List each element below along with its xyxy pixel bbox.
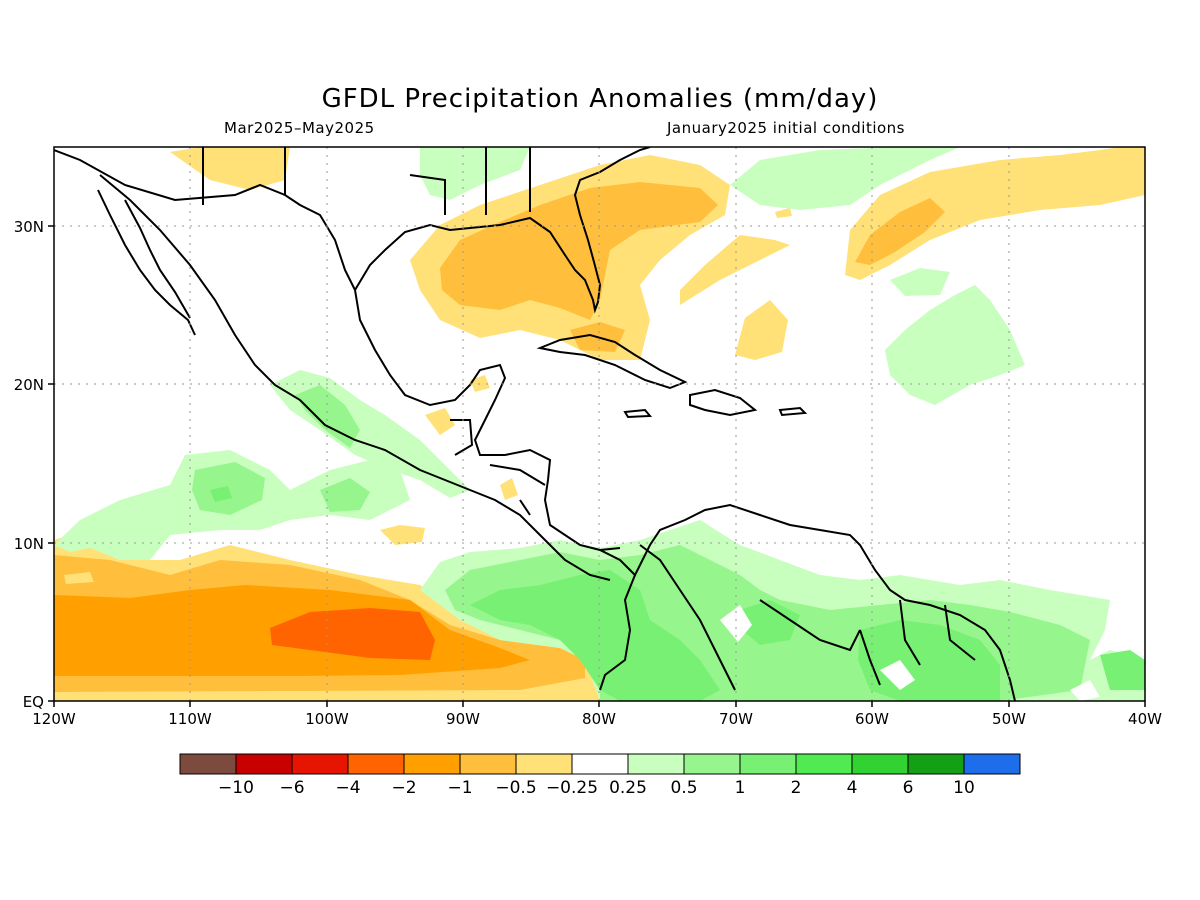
us-gulf-coast [354,147,651,314]
x-tick-label: 40W [1128,710,1162,728]
colorbar-label: −4 [335,778,360,798]
coastlines [54,147,1016,701]
colorbar-swatch [907,753,965,775]
dry-weak-honduras [500,478,518,500]
wet-mid-eastpac-1 [210,486,232,502]
colorbar-swatch [403,753,461,775]
x-tick-label: 110W [168,710,212,728]
colorbar-swatch [291,753,349,775]
colorbar-label: −2 [391,778,416,798]
colorbar-label: −1 [447,778,472,798]
dry-weak-atlantic-patch [735,300,788,360]
wet-light-eastpac-2 [320,478,370,512]
wet-mid-atlantic-east [1100,650,1145,690]
dry-weak-atlantic [845,147,1145,280]
colorbar [179,753,1021,775]
dry-light-atlantic [855,198,945,265]
wet-mid-colombia [470,570,720,701]
forecast-period: Mar2025–May2025 [224,119,375,137]
colorbar-swatch [347,753,405,775]
jamaica [623,408,653,419]
anomaly-field [54,147,1145,701]
x-tick-label: 60W [855,710,889,728]
x-tick-labels: 120W 110W 100W 90W 80W 70W 60W 50W 40W [32,710,1162,728]
wet-weak-atlantic-small [890,268,950,296]
dry-light-gulf [440,182,718,320]
colorbar-label: −6 [279,778,304,798]
y-tick-label: EQ [23,693,44,711]
colorbar-label: 2 [791,778,802,798]
neutral-hole-2 [880,660,915,690]
us-state-lines [202,147,531,215]
wet-mid-venezuela-1 [740,600,800,645]
mexico-gulf-coast [354,289,1016,701]
x-tick-label: 80W [582,710,616,728]
colorbar-swatch [683,753,741,775]
neutral-hole-1 [720,605,752,642]
x-tick-label: 70W [719,710,753,728]
colorbar-label: −0.25 [546,778,598,798]
hispaniola [689,388,758,417]
wet-weak-atlantic-north [730,147,960,210]
colorbar-swatch [459,753,517,775]
central-america-borders [450,419,621,551]
baja-california [97,189,196,336]
colorbar-swatch [627,753,685,775]
y-tick-label: 20N [14,376,44,394]
wet-weak-atlantic-central [885,285,1025,405]
colorbar-label: −0.5 [495,778,536,798]
x-tick-label: 90W [446,710,480,728]
colorbar-label: 10 [953,778,975,798]
x-tick-label: 120W [32,710,76,728]
us-mexico-border [54,149,356,291]
y-tick-label: 30N [14,218,44,236]
dry-weak-eastpac-north [380,525,425,545]
colorbar-label: 0.5 [670,778,697,798]
wet-light-mexico-coast [295,385,360,448]
colorbar-label: −10 [218,778,254,798]
x-tick-label: 50W [992,710,1026,728]
grid-lines [54,147,1145,701]
puerto-rico [778,406,808,417]
colorbar-swatch [851,753,909,775]
colorbar-swatch [179,753,237,775]
x-tick-label: 100W [305,710,349,728]
colorbar-label: 6 [903,778,914,798]
dry-weak-eastpac-small [64,572,94,584]
dry-weak-atlantic-east [680,235,790,305]
colorbar-label: 0.25 [609,778,647,798]
colorbar-label: 1 [735,778,746,798]
colorbar-swatch [795,753,853,775]
map-title: GFDL Precipitation Anomalies (mm/day) [321,84,879,114]
dry-weak-belize [425,408,455,435]
colorbar-swatch [739,753,797,775]
colorbar-swatch [235,753,293,775]
initial-conditions: January2025 initial conditions [667,119,905,137]
colorbar-swatch [515,753,573,775]
colorbar-swatch [963,753,1021,775]
tick-marks [48,225,1146,707]
dry-weak-us-west [170,147,290,190]
colorbar-swatch [571,753,629,775]
mexico-pacific-coast [99,174,611,581]
wet-weak-us-east [420,147,530,200]
south-america-borders [599,544,976,691]
dry-weak-small-atl [775,208,792,218]
colorbar-labels: −10 −6 −4 −2 −1 −0.5 −0.25 0.25 0.5 1 2 … [218,778,975,798]
y-tick-label: 10N [14,535,44,553]
neutral-hole-3 [1070,680,1100,701]
dry-strong-eastpac [270,608,435,660]
cuba [536,333,688,390]
colorbar-label: 4 [847,778,858,798]
y-tick-labels: EQ 10N 20N 30N [14,218,44,711]
